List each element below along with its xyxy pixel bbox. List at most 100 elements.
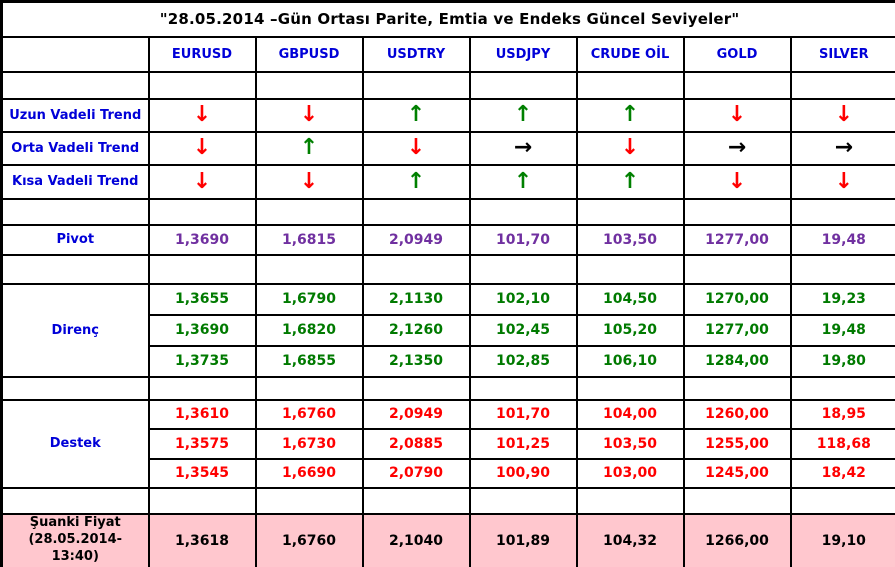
pivot-value: 1277,00	[682, 223, 792, 256]
resistance-value: 102,85	[468, 344, 578, 378]
trend-cell: →	[682, 130, 792, 166]
row-label-pivot: Pivot	[0, 223, 150, 256]
resistance-value: 19,48	[789, 313, 895, 347]
empty-cell	[0, 197, 150, 226]
empty-cell	[468, 253, 578, 285]
row-label-short-term-trend: Kısa Vadeli Trend	[0, 163, 150, 200]
support-value: 2,0949	[361, 398, 471, 430]
column-header-eurusd: EURUSD	[147, 35, 257, 73]
resistance-value: 1,6790	[254, 282, 364, 316]
column-header-silver: SILVER	[789, 35, 895, 73]
resistance-value: 1,3655	[147, 282, 257, 316]
column-header-usdtry: USDTRY	[361, 35, 471, 73]
empty-cell	[682, 70, 792, 100]
empty-cell	[254, 375, 364, 401]
pivot-value: 1,3690	[147, 223, 257, 256]
empty-cell	[682, 375, 792, 401]
empty-cell	[147, 253, 257, 285]
support-value: 1245,00	[682, 457, 792, 489]
support-value: 101,70	[468, 398, 578, 430]
corner-cell	[0, 35, 150, 73]
current-price-value: 101,89	[468, 512, 578, 567]
support-value: 1255,00	[682, 427, 792, 460]
empty-cell	[575, 253, 685, 285]
support-value: 104,00	[575, 398, 685, 430]
resistance-value: 102,10	[468, 282, 578, 316]
row-label-mid-term-trend: Orta Vadeli Trend	[0, 130, 150, 166]
empty-cell	[468, 486, 578, 515]
resistance-value: 2,1130	[361, 282, 471, 316]
trend-cell: ↓	[789, 163, 895, 200]
arrow-down-icon: ↓	[727, 102, 747, 127]
empty-cell	[789, 197, 895, 226]
resistance-value: 102,45	[468, 313, 578, 347]
row-label-support: Destek	[0, 398, 150, 489]
arrow-up-icon: ↑	[406, 168, 426, 194]
support-value: 1,3545	[147, 457, 257, 489]
resistance-value: 104,50	[575, 282, 685, 316]
empty-cell	[361, 486, 471, 515]
pivot-value: 19,48	[789, 223, 895, 256]
empty-cell	[0, 70, 150, 100]
support-value: 2,0885	[361, 427, 471, 460]
row-label-current-price: Şuanki Fiyat (28.05.2014- 13:40)	[0, 512, 150, 567]
column-header-gbpusd: GBPUSD	[254, 35, 364, 73]
support-value: 1,6730	[254, 427, 364, 460]
trend-cell: ↑	[468, 163, 578, 200]
current-price-value: 19,10	[789, 512, 895, 567]
column-header-usdjpy: USDJPY	[468, 35, 578, 73]
trend-cell: ↓	[682, 97, 792, 133]
current-price-value: 1,3618	[147, 512, 257, 567]
resistance-value: 105,20	[575, 313, 685, 347]
support-value: 103,50	[575, 427, 685, 460]
empty-cell	[789, 70, 895, 100]
trend-cell: ↑	[254, 130, 364, 166]
empty-cell	[682, 486, 792, 515]
support-value: 100,90	[468, 457, 578, 489]
support-value: 1,6760	[254, 398, 364, 430]
empty-cell	[0, 253, 150, 285]
arrow-down-icon: ↓	[299, 168, 319, 194]
trend-cell: ↓	[575, 130, 685, 166]
support-value: 1,3575	[147, 427, 257, 460]
support-value: 1,6690	[254, 457, 364, 489]
trend-cell: ↓	[789, 97, 895, 133]
page-title: "28.05.2014 –Gün Ortası Parite, Emtia ve…	[0, 0, 895, 38]
empty-cell	[254, 486, 364, 515]
arrow-up-icon: ↑	[299, 135, 319, 160]
arrow-down-icon: ↓	[192, 102, 212, 127]
empty-cell	[789, 253, 895, 285]
arrow-right-icon: →	[727, 135, 747, 160]
support-value: 1,3610	[147, 398, 257, 430]
resistance-value: 1270,00	[682, 282, 792, 316]
pivot-value: 2,0949	[361, 223, 471, 256]
empty-cell	[468, 70, 578, 100]
empty-cell	[682, 253, 792, 285]
arrow-down-icon: ↓	[192, 135, 212, 160]
empty-cell	[147, 375, 257, 401]
column-header-crude-oil: CRUDE OİL	[575, 35, 685, 73]
arrow-down-icon: ↓	[834, 102, 854, 127]
support-value: 2,0790	[361, 457, 471, 489]
support-value: 18,95	[789, 398, 895, 430]
resistance-value: 1,3690	[147, 313, 257, 347]
row-label-long-term-trend: Uzun Vadeli Trend	[0, 97, 150, 133]
empty-cell	[468, 197, 578, 226]
empty-cell	[147, 197, 257, 226]
empty-cell	[575, 197, 685, 226]
empty-cell	[361, 253, 471, 285]
current-price-value: 1,6760	[254, 512, 364, 567]
empty-cell	[147, 70, 257, 100]
current-price-label-line1: Şuanki Fiyat	[29, 515, 121, 531]
empty-cell	[0, 486, 150, 515]
resistance-value: 106,10	[575, 344, 685, 378]
trend-cell: ↓	[682, 163, 792, 200]
empty-cell	[575, 486, 685, 515]
arrow-down-icon: ↓	[834, 168, 854, 194]
trend-cell: ↑	[361, 163, 471, 200]
empty-cell	[789, 375, 895, 401]
pivot-value: 1,6815	[254, 223, 364, 256]
current-price-value: 1266,00	[682, 512, 792, 567]
